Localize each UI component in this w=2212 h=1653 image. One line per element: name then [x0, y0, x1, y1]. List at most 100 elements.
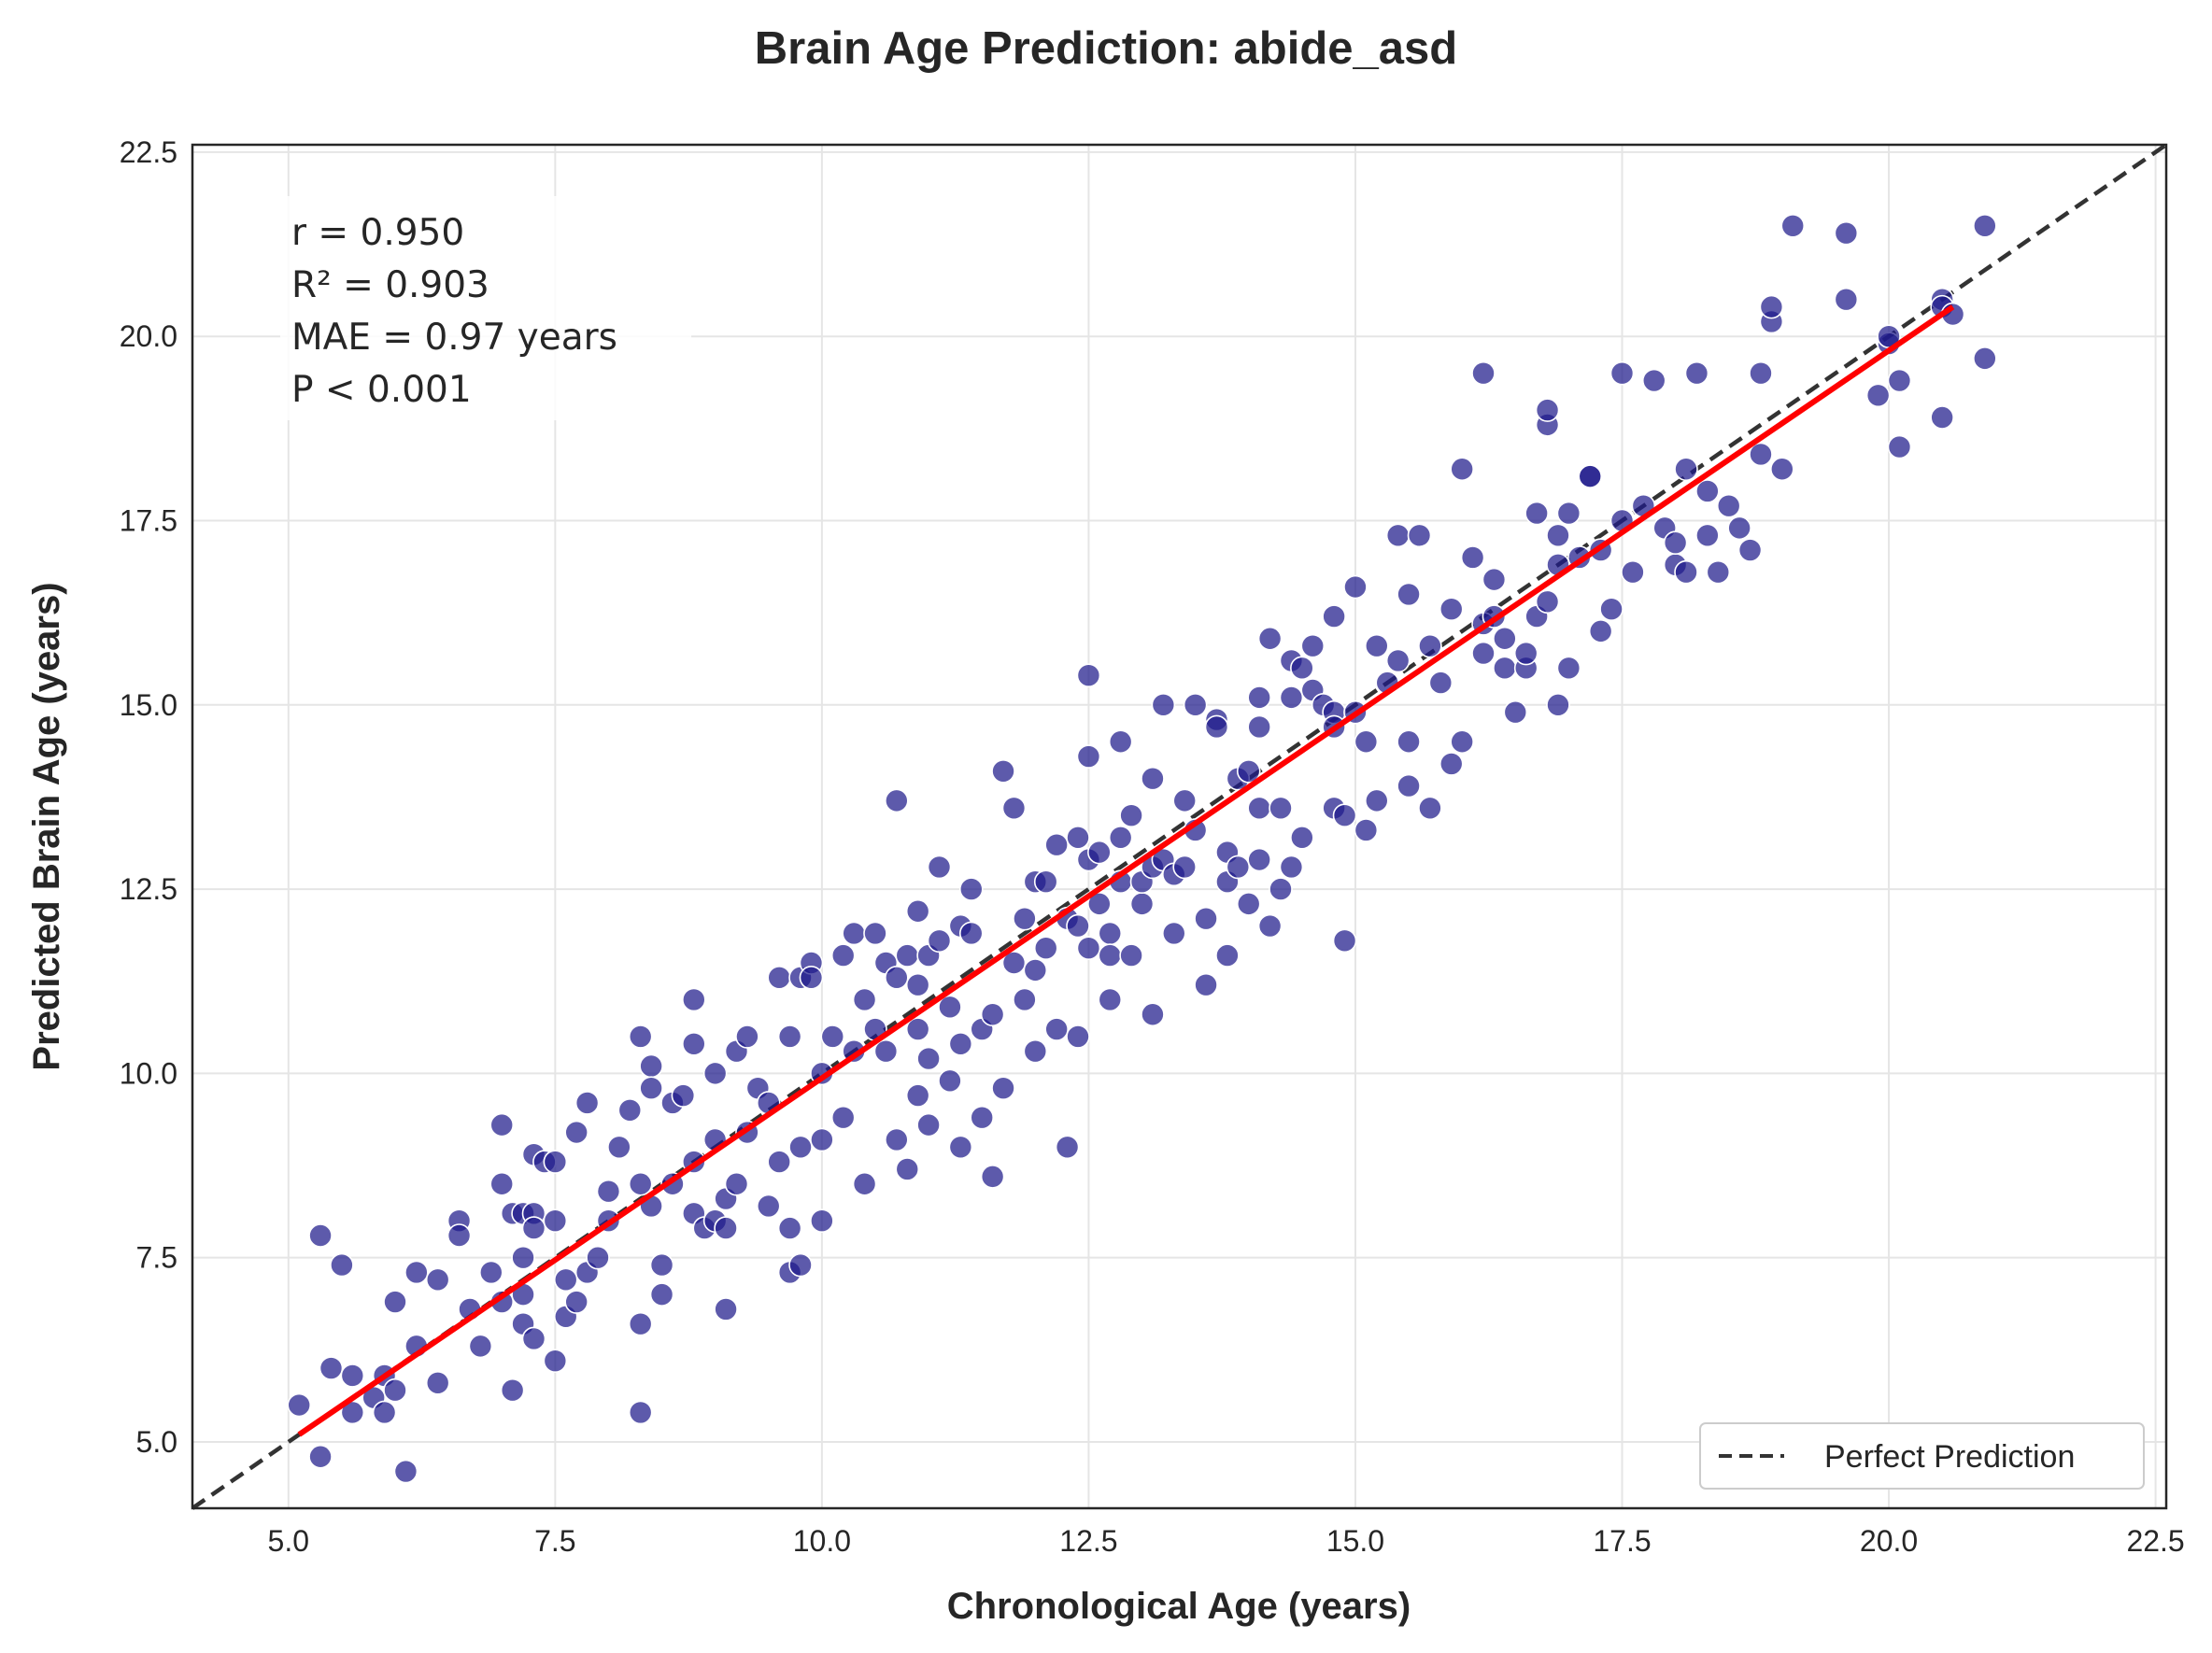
data-point [1887, 368, 1912, 393]
data-point [873, 1038, 899, 1064]
legend-box [1699, 1422, 2145, 1490]
data-point [1684, 360, 1709, 386]
data-point [468, 1334, 493, 1359]
data-point [1332, 928, 1357, 954]
data-point [393, 1459, 418, 1484]
data-point [1300, 633, 1326, 658]
data-point [596, 1179, 621, 1204]
data-point [948, 1135, 973, 1160]
data-point [1865, 383, 1891, 408]
stat-mae: MAE = 0.97 years [291, 317, 617, 359]
data-point [767, 1150, 791, 1174]
data-point [319, 1356, 344, 1380]
data-point [425, 1267, 450, 1293]
data-point [777, 1024, 802, 1049]
data-point [1535, 589, 1560, 615]
data-point [639, 1076, 663, 1100]
data-point [1973, 214, 1997, 238]
data-point [1098, 921, 1123, 946]
data-point [1172, 855, 1198, 880]
data-point [1023, 958, 1048, 982]
data-point [628, 1024, 653, 1049]
data-point [1365, 633, 1389, 658]
data-point [1269, 796, 1293, 821]
data-point [1290, 826, 1314, 850]
data-point [830, 943, 856, 968]
data-point [1204, 714, 1229, 740]
data-point [1578, 464, 1603, 488]
y-tick-label: 10.0 [120, 1056, 177, 1090]
data-point [628, 1171, 653, 1196]
data-point [1141, 766, 1165, 791]
data-point [905, 898, 930, 924]
data-point [1226, 855, 1251, 880]
data-point [1834, 220, 1859, 246]
data-point [767, 965, 791, 990]
data-point [1001, 951, 1027, 975]
y-tick-label: 22.5 [120, 135, 177, 169]
data-point [308, 1444, 333, 1469]
data-point [1503, 699, 1528, 725]
data-point [628, 1311, 653, 1336]
data-point [1066, 1024, 1090, 1049]
x-tick-label: 15.0 [1326, 1524, 1384, 1558]
data-point [1247, 685, 1271, 710]
data-point [830, 1105, 856, 1130]
data-point [1151, 692, 1176, 717]
data-point [1076, 936, 1101, 961]
data-point [885, 1127, 909, 1152]
data-point [586, 1245, 610, 1270]
data-point [1716, 493, 1741, 518]
data-point [777, 1216, 802, 1240]
data-point [1780, 214, 1806, 238]
data-point [788, 1252, 813, 1278]
data-point [372, 1400, 397, 1425]
data-point [1257, 913, 1283, 939]
data-point [885, 965, 909, 990]
data-point [842, 921, 866, 946]
x-axis-label: Chronological Age (years) [947, 1586, 1411, 1627]
data-point [1033, 869, 1058, 894]
x-tick-label: 10.0 [793, 1524, 851, 1558]
data-point [916, 1112, 941, 1137]
data-point [820, 1024, 845, 1049]
data-point [927, 855, 952, 880]
data-point [788, 1135, 813, 1160]
data-point [1588, 619, 1613, 643]
data-point [1749, 442, 1773, 467]
data-point [735, 1024, 759, 1049]
data-point [649, 1252, 674, 1278]
data-point [1524, 501, 1549, 526]
data-point [885, 788, 909, 813]
data-point [1493, 626, 1517, 651]
data-point [425, 1371, 450, 1395]
data-point [1023, 1038, 1048, 1064]
chart-title: Brain Age Prediction: abide_asd [755, 23, 1457, 74]
data-point [1556, 501, 1581, 526]
data-point [543, 1349, 568, 1373]
data-point [511, 1245, 535, 1270]
data-point [489, 1171, 515, 1196]
data-point [1354, 818, 1379, 842]
data-point [1706, 559, 1731, 585]
data-point [1215, 943, 1240, 968]
data-point [1599, 597, 1624, 621]
data-point [1129, 892, 1155, 916]
data-point [1055, 1135, 1080, 1160]
data-point [1343, 574, 1368, 600]
data-point [724, 1171, 749, 1196]
data-point [1119, 803, 1143, 827]
data-point [1546, 523, 1570, 548]
data-point [340, 1363, 365, 1388]
points-layer [287, 214, 1997, 1484]
data-point [1279, 855, 1304, 880]
data-point [1322, 604, 1346, 629]
y-tick-labels: 5.0 7.5 10.0 12.5 15.0 17.5 20.0 22.5 [120, 135, 177, 1459]
x-tick-label: 12.5 [1059, 1524, 1117, 1558]
data-point [1439, 752, 1464, 776]
y-tick-label: 20.0 [120, 319, 177, 353]
data-point [1674, 559, 1698, 585]
data-point [1749, 360, 1773, 386]
x-tick-label: 17.5 [1593, 1524, 1651, 1558]
